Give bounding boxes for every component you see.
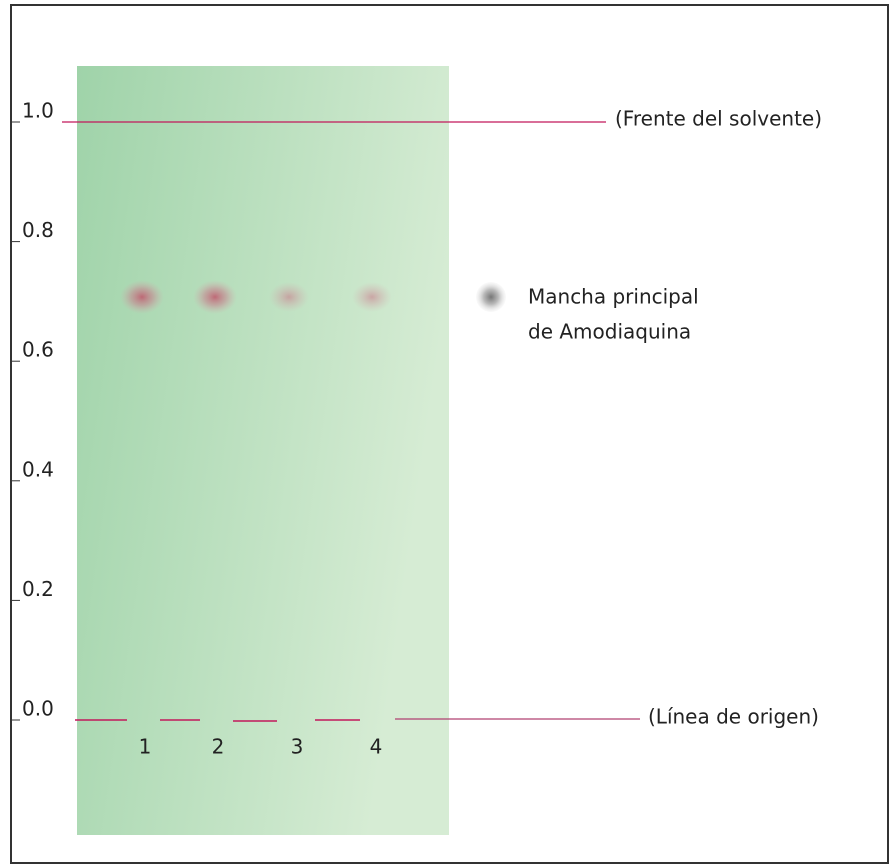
spot [269,282,309,312]
legend-spot [476,282,506,312]
tlc-plate [77,66,449,835]
lane-label: 3 [291,735,304,759]
solvent-front-label: (Frente del solvente) [615,107,822,131]
legend-text: Mancha principal [528,285,699,309]
spot [352,282,392,312]
page: 1.0 0.8 0.6 0.4 0.2 0.0 (Frente del solvente)… [0,0,891,868]
origin-label: (Línea de origen) [648,705,819,729]
tick-label: 0.8 [22,218,54,242]
scale: 1.0 0.8 0.6 0.4 0.2 0.0 [12,99,54,721]
lane-label: 1 [139,735,152,759]
spot [120,280,164,314]
tick-label: 0.0 [22,697,54,721]
tlc-figure: 1.0 0.8 0.6 0.4 0.2 0.0 (Frente del solvente)… [0,0,891,868]
tick-label: 1.0 [22,99,54,123]
lane-label: 2 [212,735,225,759]
legend-text: de Amodiaquina [528,320,691,344]
spot [193,280,237,314]
tick-label: 0.6 [22,338,54,362]
lane-label: 4 [370,735,383,759]
tick-label: 0.4 [22,457,54,481]
tick-label: 0.2 [22,577,54,601]
